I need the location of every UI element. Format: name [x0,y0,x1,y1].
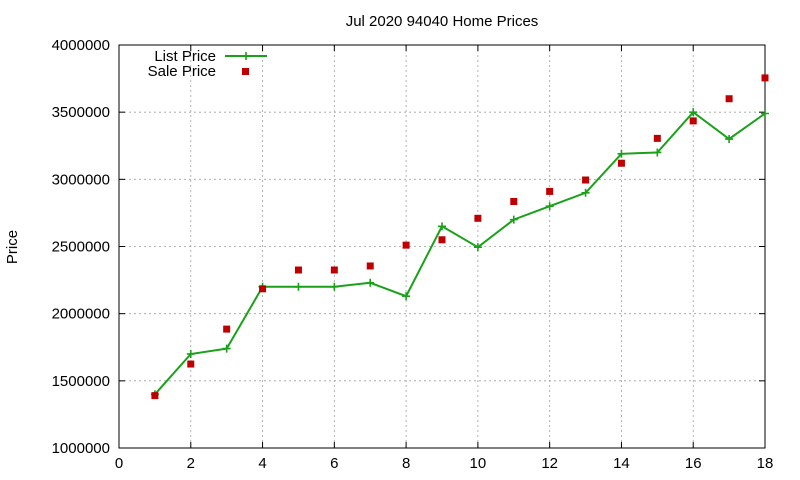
sale-price-point [366,262,374,270]
list-price-point [617,149,626,158]
sale-price-point [438,236,446,244]
y-tick-label: 4000000 [52,37,110,54]
y-tick-label: 2000000 [52,306,110,323]
list-price-point [509,215,518,224]
x-tick-label: 6 [330,455,338,472]
sale-price-point [223,325,231,333]
sale-price-point [761,74,769,82]
sale-price-point [689,117,697,125]
sale-price-point [725,95,733,103]
sale-price-point [259,285,267,293]
list-price-point [473,243,482,252]
legend-marker-sale-price [242,68,249,75]
list-price-line [154,110,766,395]
sale-price-point [330,266,338,274]
sale-price-point [474,214,482,222]
sale-price-point [187,360,195,368]
legend-marker-list-price [242,52,250,60]
y-tick-label: 3500000 [52,104,110,121]
legend: List Price Sale Price [148,48,267,80]
list-price-point [438,222,446,231]
legend-label-sale-price: Sale Price [148,63,216,80]
sale-price-point [653,134,661,142]
x-tick-label: 12 [541,455,558,472]
chart-title: Jul 2020 94040 Home Prices [346,13,539,30]
list-price-point [330,282,339,291]
list-price-point [725,135,734,144]
list-price-point [545,202,554,211]
list-price-point [366,278,375,287]
sale-price-point [151,392,159,400]
y-tick-label: 1000000 [52,440,110,457]
sale-price-point [617,159,625,167]
grid [119,45,765,448]
x-tick-label: 16 [685,455,702,472]
list-price-point [294,282,303,291]
list-price-point [402,292,411,301]
list-price-point [653,148,662,157]
y-tick-label: 3000000 [52,171,110,188]
legend-label-list-price: List Price [154,48,216,65]
x-tick-label: 8 [402,455,410,472]
list-price-point [222,344,231,353]
x-tick-label: 18 [757,455,774,472]
x-tick-label: 2 [187,455,195,472]
list-price-point [761,109,769,118]
list-price-point [581,188,590,197]
y-tick-label: 1500000 [52,373,110,390]
x-tick-label: 10 [470,455,487,472]
sale-price-point [582,176,590,184]
sale-price-point [402,241,410,249]
x-tick-label: 14 [613,455,630,472]
list-price-point [186,349,195,358]
list-price-point [689,108,698,117]
y-tick-label: 2500000 [52,239,110,256]
x-tick-label: 0 [115,455,123,472]
sale-price-point [510,197,518,205]
series [150,74,769,400]
y-axis-label: Price [4,230,21,264]
sale-price-point [546,187,554,195]
x-tick-label: 4 [258,455,266,472]
sale-price-point [294,266,302,274]
axis-ticks: 0 2 4 6 8 10 12 14 16 18 1000000 1500000 2000000 2500… [52,37,774,472]
